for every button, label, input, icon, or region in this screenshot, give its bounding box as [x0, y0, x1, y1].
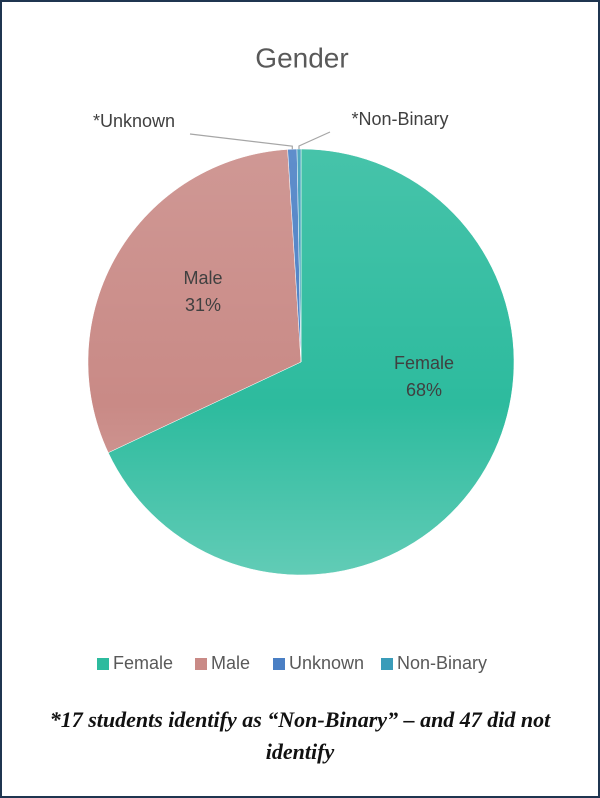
footnote: *17 students identify as “Non-Binary” – … — [49, 707, 551, 764]
leader-line — [189, 133, 293, 150]
slice-label: Female — [394, 353, 454, 373]
legend-swatch — [97, 658, 109, 670]
legend-label: Non-Binary — [397, 653, 487, 673]
slice-label: *Non-Binary — [351, 109, 448, 129]
chart-title: Gender — [255, 42, 348, 73]
legend-label: Unknown — [289, 653, 364, 673]
legend-label: Female — [113, 653, 173, 673]
leader-line — [298, 131, 331, 150]
legend-swatch — [381, 658, 393, 670]
slice-label: Male — [183, 268, 222, 288]
slice-value-label: 68% — [406, 380, 442, 400]
slice-value-label: 31% — [185, 295, 221, 315]
legend-swatch — [195, 658, 207, 670]
legend-swatch — [273, 658, 285, 670]
legend-label: Male — [211, 653, 250, 673]
slice-label: *Unknown — [93, 111, 175, 131]
